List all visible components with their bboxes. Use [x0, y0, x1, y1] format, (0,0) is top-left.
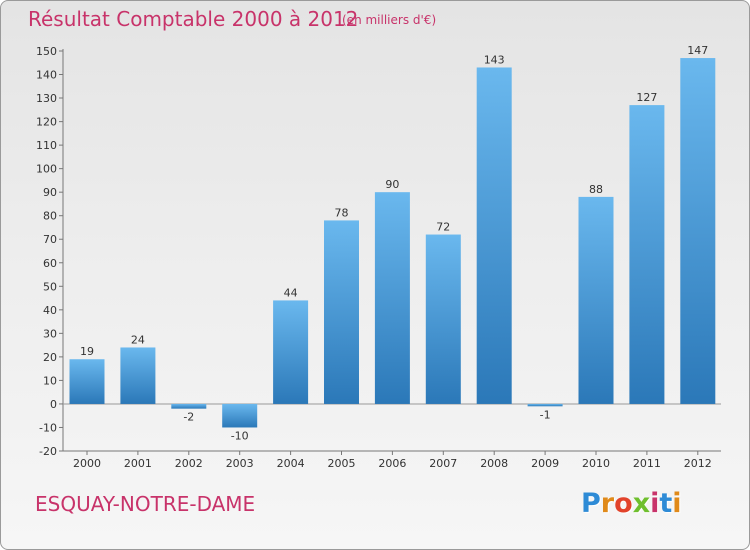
x-tick-label: 2012	[684, 457, 712, 470]
x-tick-label: 2006	[378, 457, 406, 470]
bar-value-label: 44	[284, 286, 298, 299]
bar	[171, 403, 207, 409]
bar-value-label: 78	[335, 206, 349, 219]
bar-value-label: 88	[589, 183, 603, 196]
bar	[425, 234, 461, 404]
x-tick-label: 2010	[582, 457, 610, 470]
x-tick-label: 2003	[226, 457, 254, 470]
bar-value-label: 90	[385, 178, 399, 191]
logo-letter: r	[600, 488, 615, 519]
chart-bars	[69, 58, 716, 428]
bar	[476, 67, 512, 404]
chart-axes: -20 -10 0 10 20 30 40 50 60 70 80 90 100 110 120 130 140…	[36, 45, 721, 458]
x-tick-label: 2001	[124, 457, 152, 470]
logo-letter: P	[581, 488, 601, 519]
x-tick-label: 2005	[328, 457, 356, 470]
city-name: ESQUAY-NOTRE-DAME	[35, 492, 256, 516]
y-tick-label: -10	[39, 421, 57, 434]
bar-value-label: 127	[636, 91, 657, 104]
chart-labels: 19 2000 24 2001 -2 2002 -10 2003 44 2004 78 2005 90 2…	[73, 44, 712, 470]
bar	[222, 403, 258, 428]
y-tick-label: 60	[43, 257, 57, 270]
bar-value-label: 143	[484, 53, 505, 66]
y-tick-label: 0	[50, 398, 57, 411]
bar-value-label: 19	[80, 345, 94, 358]
bar-value-label: 24	[131, 333, 145, 346]
bar	[527, 403, 563, 407]
bar	[324, 220, 359, 404]
chart-title: Résultat Comptable 2000 à 2012	[28, 7, 359, 31]
bar-value-label: 147	[687, 44, 708, 57]
proxiti-logo: Proxiti	[581, 488, 682, 519]
y-tick-label: 20	[43, 351, 57, 364]
y-tick-label: 30	[43, 327, 57, 340]
logo-letter: x	[632, 488, 651, 519]
bar-value-label: -10	[231, 429, 249, 442]
logo-letter: o	[614, 488, 633, 519]
bar	[69, 359, 105, 404]
y-tick-label: 10	[43, 374, 57, 387]
y-tick-label: 130	[36, 92, 57, 105]
x-tick-label: 2002	[175, 457, 203, 470]
y-tick-label: 100	[36, 163, 57, 176]
bar	[120, 347, 156, 404]
x-tick-label: 2008	[480, 457, 508, 470]
y-tick-label: 40	[43, 304, 57, 317]
logo-letter: t	[659, 488, 673, 519]
logo-letter: i	[650, 488, 660, 519]
chart-subtitle: (en milliers d'€)	[342, 13, 437, 27]
x-tick-label: 2011	[633, 457, 661, 470]
bar-value-label: -1	[540, 408, 551, 421]
x-tick-label: 2007	[429, 457, 457, 470]
y-tick-label: 50	[43, 280, 57, 293]
bar	[629, 105, 665, 404]
bar	[680, 58, 716, 404]
bar	[578, 196, 614, 404]
x-tick-label: 2009	[531, 457, 559, 470]
bar	[273, 300, 309, 404]
y-tick-label: 90	[43, 186, 57, 199]
y-tick-label: 150	[36, 45, 57, 58]
y-tick-label: 80	[43, 210, 57, 223]
bar-value-label: -2	[183, 411, 194, 424]
y-tick-label: -20	[39, 445, 57, 458]
bar-value-label: 72	[436, 221, 450, 234]
logo-letter: i	[672, 488, 682, 519]
y-tick-label: 70	[43, 233, 57, 246]
bar	[374, 192, 410, 404]
y-tick-label: 140	[36, 69, 57, 82]
y-tick-label: 120	[36, 116, 57, 129]
x-tick-label: 2000	[73, 457, 101, 470]
x-tick-label: 2004	[277, 457, 305, 470]
y-tick-label: 110	[36, 139, 57, 152]
